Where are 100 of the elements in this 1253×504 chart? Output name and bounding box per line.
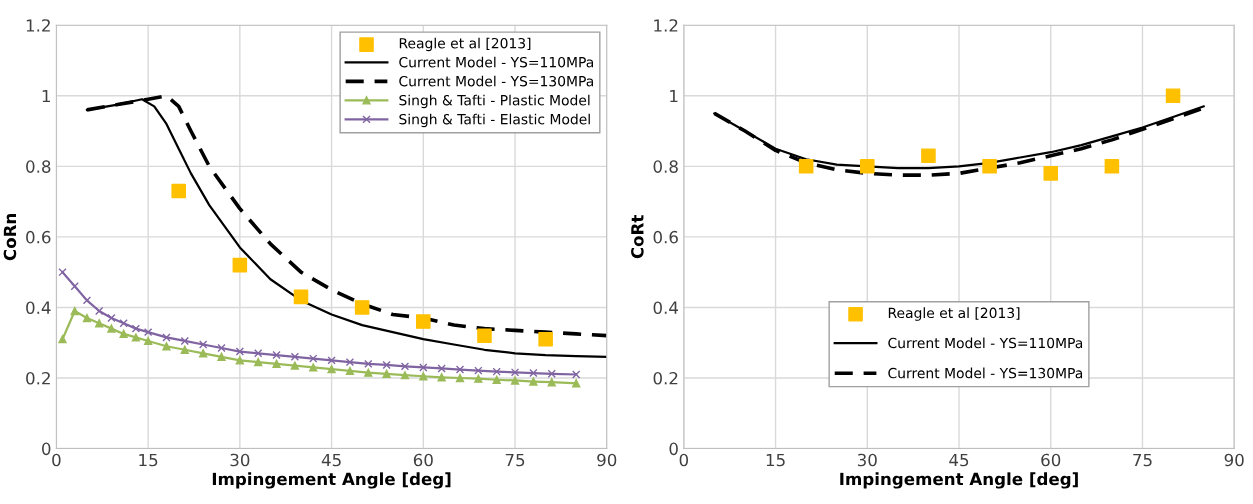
point xyxy=(364,368,373,377)
point xyxy=(58,335,67,344)
point xyxy=(572,379,581,388)
point xyxy=(474,374,483,383)
y-tick-label: 0.6 xyxy=(653,230,678,244)
point xyxy=(180,345,189,354)
point xyxy=(162,342,171,351)
x-tick-label: 0 xyxy=(52,453,61,467)
x-tick-label: 75 xyxy=(1133,453,1152,467)
x-tick-label: 90 xyxy=(1224,453,1244,467)
point xyxy=(798,159,814,174)
legend-label: Current Model - YS=130MPa xyxy=(399,75,594,87)
point xyxy=(107,313,116,323)
point xyxy=(198,340,208,349)
point xyxy=(309,354,318,363)
point xyxy=(131,333,141,342)
point xyxy=(272,350,281,360)
legend-label: Singh & Tafti - Plastic Model xyxy=(399,94,590,109)
point xyxy=(232,257,248,273)
y-tick-label: 0.4 xyxy=(653,301,679,315)
point xyxy=(235,356,245,365)
x-tick-label: 75 xyxy=(505,453,525,467)
y-tick-label: 1 xyxy=(42,89,50,103)
point xyxy=(1104,159,1120,174)
point xyxy=(477,328,492,343)
point xyxy=(290,352,300,361)
y-tick-label: 0.2 xyxy=(26,371,50,385)
point xyxy=(510,376,520,385)
y-axis-title: CoRt xyxy=(631,215,644,259)
point xyxy=(70,306,79,316)
point xyxy=(492,367,501,376)
point xyxy=(492,375,501,384)
x-axis-title: Impingement Angle [deg] xyxy=(212,472,451,489)
legend-label: Current Model - YS=130MPa xyxy=(888,367,1083,379)
point xyxy=(572,370,581,379)
point xyxy=(400,371,410,380)
legend-label: Current Model - YS=110MPa xyxy=(399,56,594,68)
point xyxy=(327,356,336,365)
point xyxy=(354,300,370,315)
y-tick-label: 1 xyxy=(670,89,678,103)
point xyxy=(529,368,538,378)
point xyxy=(95,306,104,316)
point xyxy=(982,159,997,174)
y-tick-label: 0 xyxy=(42,442,51,456)
point xyxy=(95,319,104,328)
point xyxy=(180,336,189,346)
point xyxy=(860,159,875,174)
x-tick-label: 15 xyxy=(766,453,785,467)
y-tick-label: 0.8 xyxy=(26,160,51,173)
point xyxy=(82,296,92,305)
point xyxy=(382,360,391,370)
y-tick-label: 0.6 xyxy=(26,230,51,244)
point xyxy=(416,314,431,329)
point xyxy=(364,359,373,369)
x-axis-title: Impingement Angle [deg] xyxy=(840,472,1078,489)
point xyxy=(58,267,67,277)
point xyxy=(437,373,446,382)
point xyxy=(455,373,465,383)
legend-label: Current Model - YS=110MPa xyxy=(888,337,1083,349)
point xyxy=(131,324,141,333)
point xyxy=(327,365,336,374)
x-tick-label: 60 xyxy=(1041,453,1061,467)
point xyxy=(437,364,446,373)
point xyxy=(921,148,936,164)
point xyxy=(217,352,226,361)
point xyxy=(198,349,208,358)
point xyxy=(309,363,318,372)
point xyxy=(162,333,171,342)
point xyxy=(70,282,79,291)
point xyxy=(400,362,410,371)
point xyxy=(510,368,520,377)
y-tick-label: 1.2 xyxy=(654,19,678,32)
point xyxy=(254,357,263,367)
point xyxy=(419,363,428,372)
y-tick-label: 0 xyxy=(669,442,678,456)
point xyxy=(235,347,245,356)
point xyxy=(382,369,391,378)
point xyxy=(143,336,153,346)
point xyxy=(119,329,128,339)
point xyxy=(171,183,186,199)
point xyxy=(1043,166,1059,181)
y-axis-title: CoRn xyxy=(3,213,17,261)
point xyxy=(143,327,153,337)
point xyxy=(538,331,553,347)
point xyxy=(217,343,226,353)
x-tick-label: 30 xyxy=(857,453,877,467)
x-tick-label: 60 xyxy=(413,453,433,467)
point xyxy=(529,377,538,386)
point xyxy=(419,372,428,381)
point xyxy=(107,324,116,333)
point xyxy=(82,313,92,323)
point xyxy=(345,366,355,376)
x-tick-label: 90 xyxy=(597,453,617,467)
y-tick-label: 0.8 xyxy=(653,160,678,173)
point xyxy=(474,366,483,375)
legend-label: Singh & Tafti - Elastic Model xyxy=(399,113,590,128)
point xyxy=(345,357,355,367)
point xyxy=(547,378,556,387)
point xyxy=(293,289,309,305)
point xyxy=(254,349,263,358)
